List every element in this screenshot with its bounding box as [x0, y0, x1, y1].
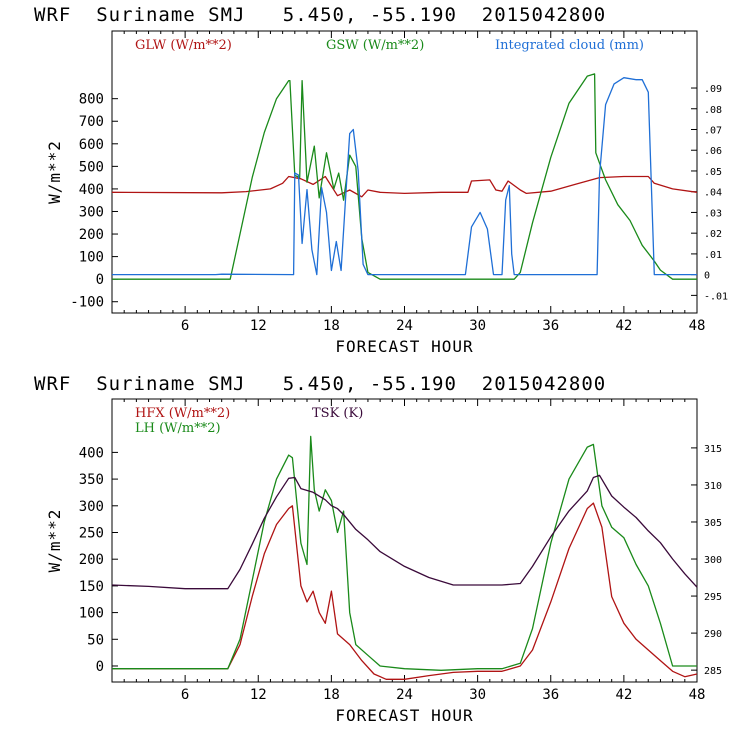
- chart2-y-tick-label: 150: [79, 579, 104, 595]
- chart1-right-tick-label: .02: [704, 229, 722, 240]
- chart2-right-tick-label: 305: [704, 518, 722, 529]
- chart2-x-tick-label: 36: [542, 687, 559, 703]
- chart-title-1: WRF Suriname SMJ 5.450, -55.190 20150428…: [34, 4, 607, 26]
- chart2-legend-tsk: TSK (K): [312, 406, 363, 421]
- chart1-x-tick-label: 48: [689, 318, 706, 334]
- chart1-legend-integrated: Integrated cloud (mm): [495, 38, 644, 53]
- chart2-series-hfx: [112, 502, 698, 680]
- chart1-legend-glw: GLW (W/m**2): [135, 38, 232, 53]
- chart1-x-axis-title: FORECAST HOUR: [335, 337, 473, 356]
- chart2-x-tick-label: 42: [615, 687, 632, 703]
- chart2-right-tick-label: 310: [704, 481, 722, 492]
- chart1-y-tick-label: 100: [79, 250, 104, 266]
- chart-2-svg: 6 12 18 24 30 36 42 48 FORECAST HOUR 0 50 100 150 200…: [45, 398, 722, 725]
- chart1-plot-frame: [111, 30, 698, 314]
- chart1-series-integrated: [112, 77, 697, 276]
- chart2-right-tick-label: 285: [704, 666, 722, 677]
- chart1-y-tick-label: 800: [79, 92, 104, 108]
- chart2-y-tick-label: 350: [79, 472, 104, 488]
- chart1-series-gsw: [112, 73, 697, 280]
- chart1-right-tick-label: .09: [704, 84, 722, 95]
- chart1-legend-gsw: GSW (W/m**2): [326, 38, 424, 53]
- chart2-y-tick-label: 200: [79, 552, 104, 568]
- chart1-y-tick-label: 700: [79, 114, 104, 130]
- chart2-x-tick-label: 6: [181, 687, 189, 703]
- chart2-x-tick-label: 12: [250, 687, 267, 703]
- chart1-y-tick-label: 500: [79, 159, 104, 175]
- chart1-y-tick-label: 600: [79, 137, 104, 153]
- chart2-plot-frame: [111, 398, 698, 683]
- chart1-x-tick-label: 12: [250, 318, 267, 334]
- chart2-x-tick-label: 48: [689, 687, 706, 703]
- chart1-right-tick-label: .03: [704, 208, 722, 219]
- chart1-x-tick-label: 6: [181, 318, 189, 334]
- chart1-y-tick-label: -100: [70, 295, 104, 311]
- chart1-y-tick-label: 200: [79, 227, 104, 243]
- chart1-right-tick-label: -.01: [704, 291, 728, 302]
- chart-title-2: WRF Suriname SMJ 5.450, -55.190 20150428…: [34, 373, 607, 395]
- chart1-right-tick-label: .01: [704, 250, 722, 261]
- chart2-y-tick-label: 50: [87, 632, 104, 648]
- chart1-x-tick-label: 30: [469, 318, 486, 334]
- chart1-right-tick-label: .08: [704, 105, 722, 116]
- chart2-y-axis-title: W/m**2: [45, 509, 64, 573]
- chart1-series-glw: [111, 175, 698, 198]
- chart2-right-tick-label: 315: [704, 444, 722, 455]
- chart1-right-tick-label: .05: [704, 167, 722, 178]
- chart1-y-tick-label: 400: [79, 182, 104, 198]
- chart1-y-tick-label: 300: [79, 204, 104, 220]
- chart2-y-tick-label: 0: [96, 659, 104, 675]
- chart2-x-tick-label: 30: [469, 687, 486, 703]
- chart2-right-tick-label: 300: [704, 555, 722, 566]
- chart2-series-tsk: [111, 474, 698, 590]
- chart1-y-tick-label: 0: [96, 272, 104, 288]
- chart2-x-axis-title: FORECAST HOUR: [335, 706, 473, 725]
- chart1-right-tick-label: .04: [704, 188, 722, 199]
- chart2-series-lh: [112, 435, 697, 671]
- chart2-y-tick-label: 300: [79, 499, 104, 515]
- chart2-right-tick-label: 295: [704, 592, 722, 603]
- chart1-right-tick-label: 0: [704, 271, 710, 282]
- chart1-x-tick-label: 24: [396, 318, 413, 334]
- chart-1-svg: 6 12 18 24 30 36 42 48 FORECAST HOUR -100 0 100 200 3…: [45, 30, 728, 356]
- chart1-right-tick-label: .07: [704, 125, 722, 136]
- chart2-right-tick-label: 290: [704, 629, 722, 640]
- chart2-y-tick-label: 250: [79, 525, 104, 541]
- chart2-x-tick-label: 24: [396, 687, 413, 703]
- chart2-legend-hfx: HFX (W/m**2): [135, 406, 230, 421]
- chart2-y-tick-label: 100: [79, 606, 104, 622]
- chart2-x-tick-label: 18: [323, 687, 340, 703]
- chart1-y-axis-title: W/m**2: [45, 140, 64, 204]
- chart2-legend-lh: LH (W/m**2): [135, 421, 221, 436]
- chart1-right-tick-label: .06: [704, 146, 722, 157]
- chart2-y-tick-label: 400: [79, 445, 104, 461]
- chart1-x-tick-label: 42: [615, 318, 632, 334]
- chart1-x-tick-label: 18: [323, 318, 340, 334]
- chart1-x-tick-label: 36: [542, 318, 559, 334]
